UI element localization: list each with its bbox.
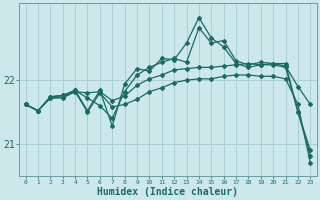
X-axis label: Humidex (Indice chaleur): Humidex (Indice chaleur): [98, 186, 238, 197]
